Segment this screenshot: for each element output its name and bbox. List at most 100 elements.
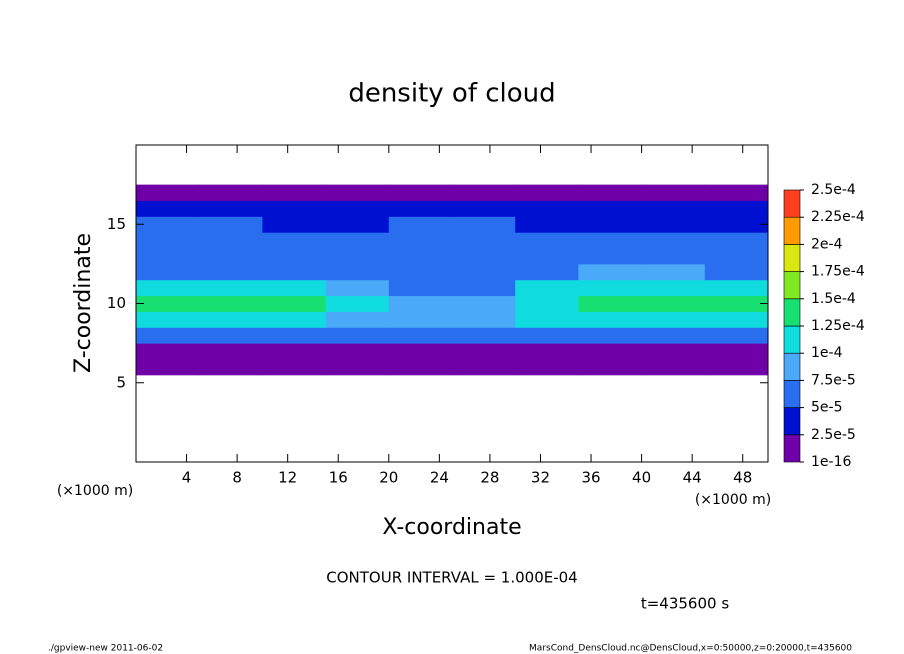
x-tick-label: 36 (581, 469, 600, 487)
colorbar-box (783, 352, 801, 381)
heat-cell (578, 327, 643, 344)
heat-cell (388, 248, 453, 265)
x-tick-label: 12 (278, 469, 297, 487)
x-tick-label: 48 (733, 469, 752, 487)
heat-cell (704, 358, 769, 376)
colorbar-box (783, 298, 801, 327)
heat-cell (262, 248, 327, 265)
heat-cell (136, 343, 200, 360)
heat-cell (388, 295, 453, 312)
y-tick-label: 10 (107, 294, 126, 312)
heat-cell (515, 295, 579, 312)
colorbar-label: 1.5e-4 (811, 291, 856, 307)
heat-cell (515, 358, 579, 376)
time-label: t=435600 s (641, 595, 729, 613)
heat-cell (452, 184, 516, 201)
heat-cell (136, 279, 200, 297)
heat-cell (325, 343, 390, 360)
heat-cell (704, 295, 769, 312)
y-tick-label: 15 (107, 215, 126, 233)
x-tick-label: 28 (480, 469, 499, 487)
heat-cell (136, 358, 200, 376)
heat-cell (262, 327, 327, 344)
heat-cell (136, 216, 200, 233)
heat-cell (578, 295, 643, 312)
y-units: (×1000 m) (57, 483, 133, 499)
colorbar-label: 7.5e-5 (811, 372, 856, 388)
heat-cell (262, 311, 327, 328)
heat-cell (515, 263, 579, 281)
heat-cell (452, 311, 516, 328)
heat-cell (704, 343, 769, 360)
heat-cell (388, 358, 453, 376)
heat-cell (641, 295, 706, 312)
colorbar-box (783, 434, 801, 463)
heat-cell (641, 311, 706, 328)
heat-cell (452, 279, 516, 297)
heat-cell (388, 216, 453, 233)
heat-cell (199, 200, 263, 217)
heat-cell (515, 216, 579, 233)
heat-cell (325, 327, 390, 344)
heat-cell (262, 295, 327, 312)
x-tick-label: 4 (182, 469, 192, 487)
heat-cell (136, 263, 200, 281)
x-tick-label: 24 (430, 469, 449, 487)
heat-cell (578, 216, 643, 233)
heat-cell (325, 184, 390, 201)
heat-cell (199, 327, 263, 344)
y-tick-label: 5 (116, 373, 126, 391)
heat-cell (704, 279, 769, 297)
heat-cell (262, 232, 327, 249)
heat-cell (578, 232, 643, 249)
heat-cell (515, 279, 579, 297)
heat-cell (136, 248, 200, 265)
heat-cell (704, 248, 769, 265)
heat-cell (641, 248, 706, 265)
heat-cell (136, 200, 200, 217)
heat-cell (388, 279, 453, 297)
colorbar-box (783, 407, 801, 436)
heat-cell (325, 358, 390, 376)
heat-cell (325, 295, 390, 312)
heat-cell (452, 216, 516, 233)
heat-cell (515, 343, 579, 360)
heat-cell (641, 232, 706, 249)
heat-cell (704, 200, 769, 217)
colorbar-box (783, 216, 801, 245)
heat-cell (388, 327, 453, 344)
heat-cell (704, 327, 769, 344)
heat-cell (325, 263, 390, 281)
heat-cell (452, 263, 516, 281)
heat-cell (199, 295, 263, 312)
x-tick-label: 40 (632, 469, 651, 487)
heat-cell (641, 327, 706, 344)
colorbar-label: 1.75e-4 (811, 264, 865, 280)
colorbar-label: 2.5e-5 (811, 427, 856, 443)
heat-cell (262, 279, 327, 297)
colorbar-label: 1e-16 (811, 454, 851, 470)
colorbar-label: 1.25e-4 (811, 318, 865, 334)
heat-cell (452, 327, 516, 344)
heat-cell (199, 343, 263, 360)
colorbar-label: 2e-4 (811, 236, 843, 252)
contour-interval: CONTOUR INTERVAL = 1.000E-04 (326, 569, 577, 587)
x-axis-label: X-coordinate (382, 515, 521, 540)
heat-cell (199, 263, 263, 281)
heat-cell (704, 311, 769, 328)
colorbar-label: 2.25e-4 (811, 209, 865, 225)
heat-cell (388, 200, 453, 217)
heat-cell (136, 327, 200, 344)
heat-cell (578, 263, 643, 281)
heat-cell (578, 279, 643, 297)
heat-cell (641, 184, 706, 201)
colorbar-box (783, 189, 801, 218)
colorbar-label: 1e-4 (811, 345, 843, 361)
heat-cell (262, 200, 327, 217)
footer-left: ./gpview-new 2011-06-02 (48, 644, 163, 654)
colorbar-box (783, 325, 801, 354)
heat-cell (704, 216, 769, 233)
heat-cell (578, 184, 643, 201)
heat-cell (388, 232, 453, 249)
